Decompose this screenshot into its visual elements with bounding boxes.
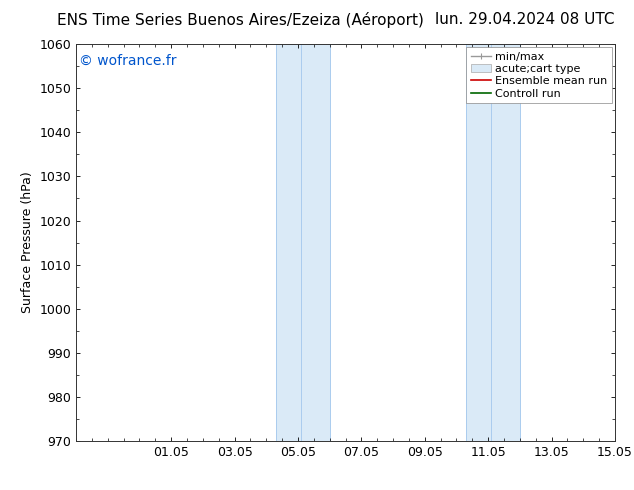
Text: ENS Time Series Buenos Aires/Ezeiza (Aéroport): ENS Time Series Buenos Aires/Ezeiza (Aér… [58,12,424,28]
Bar [276,44,301,441]
Bar [301,44,330,441]
Legend: min/max, acute;cart type, Ensemble mean run, Controll run: min/max, acute;cart type, Ensemble mean … [466,48,612,103]
Y-axis label: Surface Pressure (hPa): Surface Pressure (hPa) [21,172,34,314]
Bar [466,44,491,441]
Text: © wofrance.fr: © wofrance.fr [79,54,176,68]
Text: lun. 29.04.2024 08 UTC: lun. 29.04.2024 08 UTC [436,12,615,27]
Bar [491,44,520,441]
